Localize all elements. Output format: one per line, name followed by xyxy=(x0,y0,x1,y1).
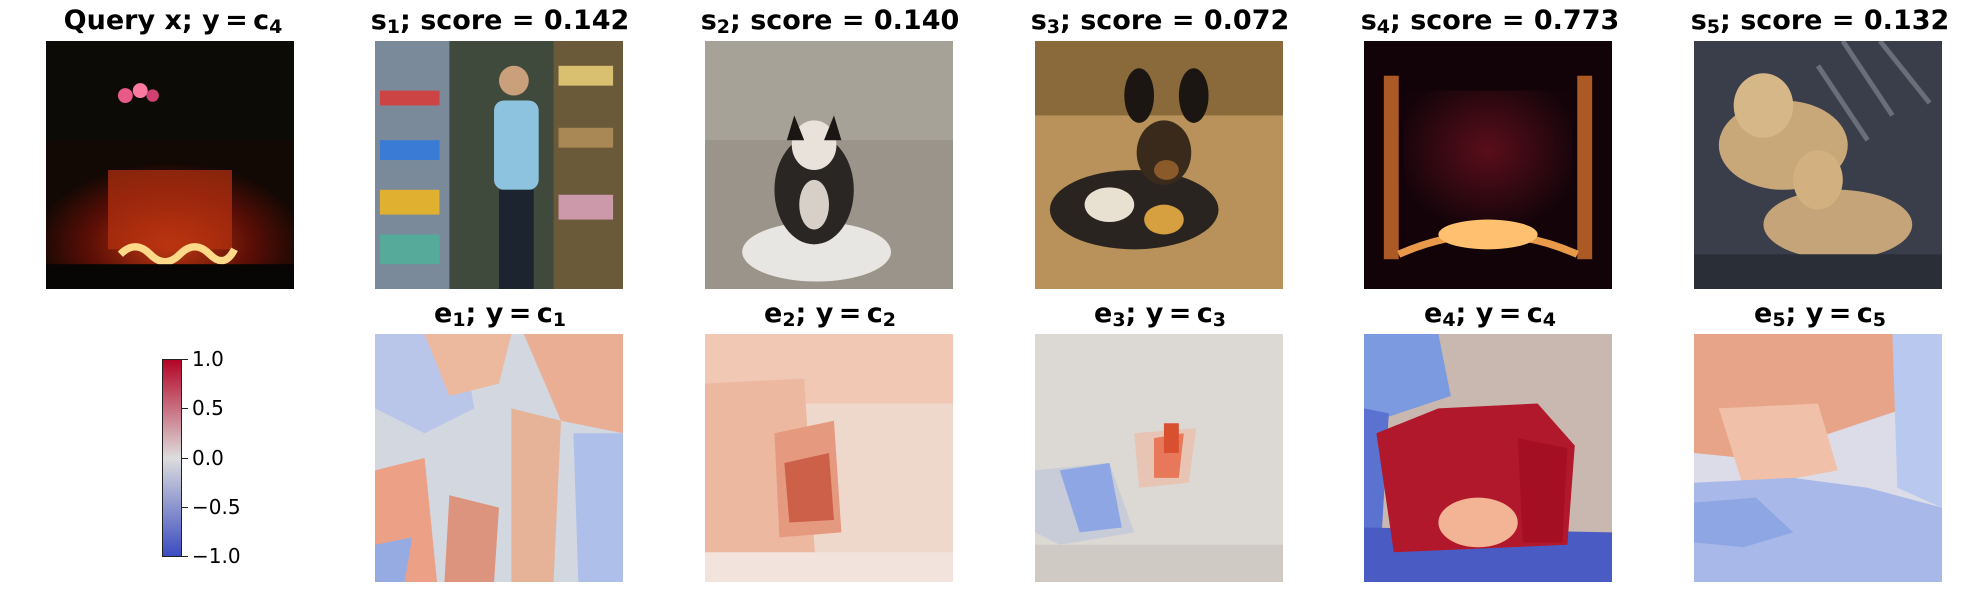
query-title: Query x; y = c4 xyxy=(63,5,283,38)
colorbar-label-1-0: 1.0 xyxy=(192,347,224,371)
explanation-heatmap-2 xyxy=(705,334,953,582)
sample-title-4: s4; score = 0.773 xyxy=(1360,5,1620,38)
sample-title-2: s2; score = 0.140 xyxy=(700,5,960,38)
colorbar-tick xyxy=(182,359,188,360)
colorbar-label-0-5: 0.5 xyxy=(192,396,224,420)
colorbar-label-neg-0-5: −0.5 xyxy=(192,495,241,519)
sample-image-4-stage xyxy=(1364,41,1612,289)
explanation-title-4: e4; y = c4 xyxy=(1424,298,1556,331)
sample-image-1-library xyxy=(375,41,623,289)
colorbar-label-neg-1-0: −1.0 xyxy=(192,544,241,568)
colorbar-tick xyxy=(182,408,188,409)
colorbar-label-0-0: 0.0 xyxy=(192,446,224,470)
explanation-heatmap-1 xyxy=(375,334,623,582)
query-image-theater xyxy=(46,41,294,289)
explanation-title-1: e1; y = c1 xyxy=(434,298,566,331)
sample-title-5: s5; score = 0.132 xyxy=(1690,5,1950,38)
explanation-title-3: e3; y = c3 xyxy=(1094,298,1226,331)
colorbar-tick xyxy=(182,556,188,557)
sample-image-5-lions xyxy=(1694,41,1942,289)
explanation-heatmap-4 xyxy=(1364,334,1612,582)
sample-title-1: s1; score = 0.142 xyxy=(370,5,630,38)
sample-image-3-wild-dog xyxy=(1035,41,1283,289)
sample-title-3: s3; score = 0.072 xyxy=(1030,5,1290,38)
colorbar xyxy=(162,359,182,557)
colorbar-tick xyxy=(182,458,188,459)
explanation-heatmap-5 xyxy=(1694,334,1942,582)
colorbar-tick xyxy=(182,507,188,508)
explanation-heatmap-3 xyxy=(1035,334,1283,582)
explanation-title-2: e2; y = c2 xyxy=(764,298,896,331)
sample-image-2-dog-water xyxy=(705,41,953,289)
explanation-title-5: e5; y = c5 xyxy=(1754,298,1886,331)
